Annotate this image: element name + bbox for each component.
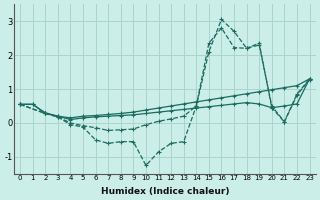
X-axis label: Humidex (Indice chaleur): Humidex (Indice chaleur)	[100, 187, 229, 196]
